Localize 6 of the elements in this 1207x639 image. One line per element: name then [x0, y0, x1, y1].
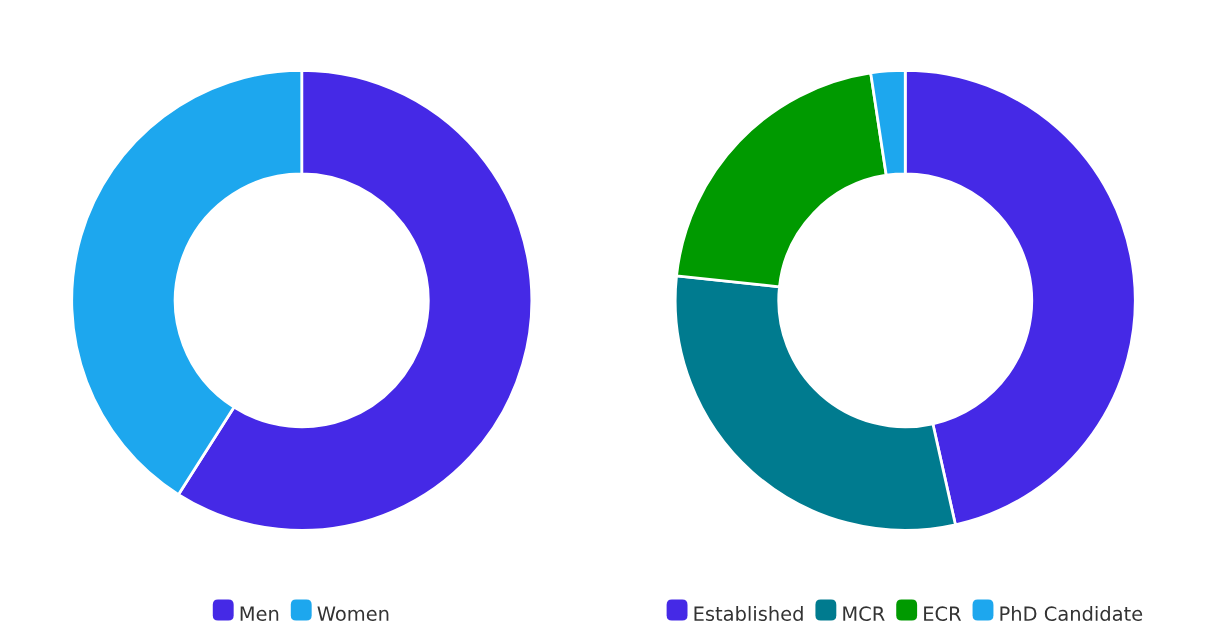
legend-label: ECR	[924, 606, 962, 622]
legend-label: MCR	[843, 606, 885, 622]
legend-label: Established	[694, 605, 803, 622]
legend-label: Women	[317, 606, 389, 622]
legend-label: Men	[240, 606, 279, 622]
legend-label: PhD Candidate	[1000, 605, 1143, 622]
